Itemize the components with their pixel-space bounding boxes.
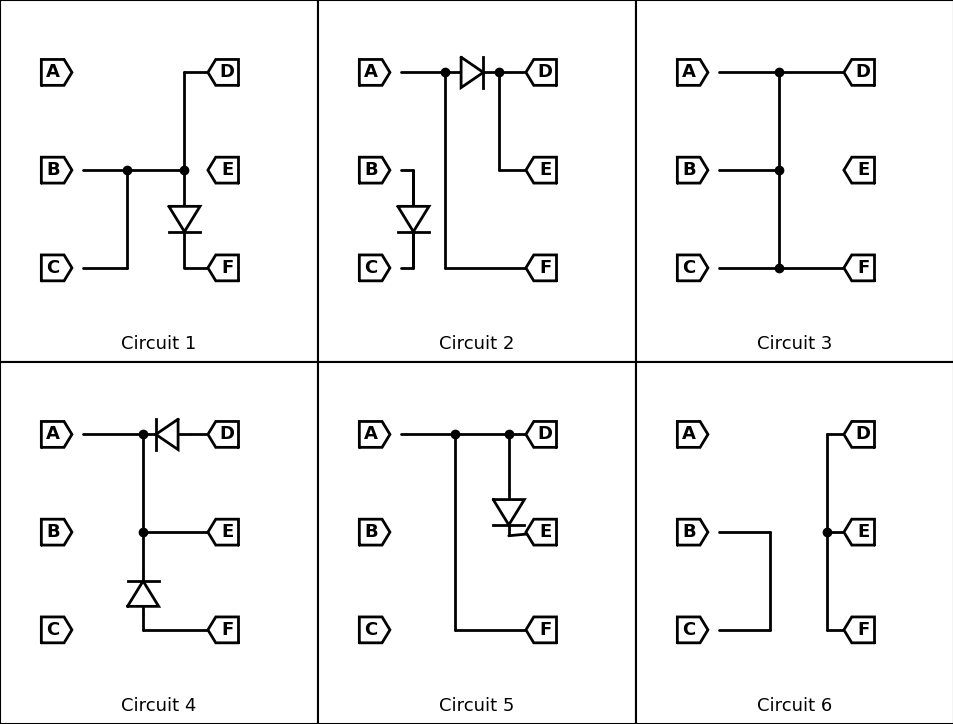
Polygon shape xyxy=(41,157,71,183)
Polygon shape xyxy=(677,617,707,643)
Polygon shape xyxy=(208,157,238,183)
Polygon shape xyxy=(359,519,390,545)
Text: B: B xyxy=(681,523,695,541)
Polygon shape xyxy=(155,419,178,450)
Polygon shape xyxy=(208,617,238,643)
Text: Circuit 5: Circuit 5 xyxy=(438,697,515,715)
Text: F: F xyxy=(221,621,233,639)
Text: B: B xyxy=(46,523,59,541)
Text: E: E xyxy=(221,523,233,541)
Polygon shape xyxy=(359,157,390,183)
Polygon shape xyxy=(843,255,874,281)
Text: E: E xyxy=(221,161,233,179)
Polygon shape xyxy=(493,500,524,525)
Polygon shape xyxy=(359,617,390,643)
Text: D: D xyxy=(537,64,552,81)
Text: C: C xyxy=(364,621,377,639)
Polygon shape xyxy=(843,59,874,85)
Polygon shape xyxy=(843,617,874,643)
Text: F: F xyxy=(538,621,551,639)
Polygon shape xyxy=(525,255,556,281)
Text: Circuit 2: Circuit 2 xyxy=(438,335,515,353)
Text: C: C xyxy=(681,259,695,277)
Text: Circuit 1: Circuit 1 xyxy=(121,335,196,353)
Polygon shape xyxy=(208,421,238,447)
Text: D: D xyxy=(855,426,870,443)
Text: A: A xyxy=(363,64,377,81)
Text: E: E xyxy=(538,161,551,179)
Polygon shape xyxy=(41,59,71,85)
Text: E: E xyxy=(538,523,551,541)
Text: A: A xyxy=(46,426,60,443)
Polygon shape xyxy=(41,617,71,643)
Text: Circuit 4: Circuit 4 xyxy=(121,697,196,715)
Text: F: F xyxy=(538,259,551,277)
Polygon shape xyxy=(525,157,556,183)
Text: F: F xyxy=(221,259,233,277)
Polygon shape xyxy=(41,421,71,447)
Text: B: B xyxy=(363,523,377,541)
Text: E: E xyxy=(856,523,868,541)
Text: C: C xyxy=(364,259,377,277)
Polygon shape xyxy=(359,421,390,447)
Text: E: E xyxy=(856,161,868,179)
Text: B: B xyxy=(681,161,695,179)
Text: A: A xyxy=(46,64,60,81)
Text: F: F xyxy=(856,259,868,277)
Polygon shape xyxy=(677,421,707,447)
Text: D: D xyxy=(219,426,234,443)
Text: A: A xyxy=(681,426,695,443)
Polygon shape xyxy=(41,519,71,545)
Polygon shape xyxy=(208,59,238,85)
Polygon shape xyxy=(677,157,707,183)
Polygon shape xyxy=(843,157,874,183)
Polygon shape xyxy=(359,255,390,281)
Text: D: D xyxy=(855,64,870,81)
Text: A: A xyxy=(681,64,695,81)
Text: F: F xyxy=(856,621,868,639)
Polygon shape xyxy=(843,519,874,545)
Polygon shape xyxy=(525,59,556,85)
Text: D: D xyxy=(537,426,552,443)
Polygon shape xyxy=(843,421,874,447)
Polygon shape xyxy=(397,206,429,232)
Text: D: D xyxy=(219,64,234,81)
Polygon shape xyxy=(359,59,390,85)
Polygon shape xyxy=(677,59,707,85)
Text: C: C xyxy=(46,621,59,639)
Polygon shape xyxy=(128,581,158,607)
Polygon shape xyxy=(208,519,238,545)
Polygon shape xyxy=(169,206,200,232)
Text: C: C xyxy=(46,259,59,277)
Text: C: C xyxy=(681,621,695,639)
Text: A: A xyxy=(363,426,377,443)
Text: B: B xyxy=(46,161,59,179)
Polygon shape xyxy=(460,57,483,88)
Text: Circuit 6: Circuit 6 xyxy=(757,697,832,715)
Polygon shape xyxy=(525,519,556,545)
Polygon shape xyxy=(525,421,556,447)
Polygon shape xyxy=(525,617,556,643)
Polygon shape xyxy=(41,255,71,281)
Polygon shape xyxy=(208,255,238,281)
Text: Circuit 3: Circuit 3 xyxy=(757,335,832,353)
Text: B: B xyxy=(363,161,377,179)
Polygon shape xyxy=(677,519,707,545)
Polygon shape xyxy=(677,255,707,281)
